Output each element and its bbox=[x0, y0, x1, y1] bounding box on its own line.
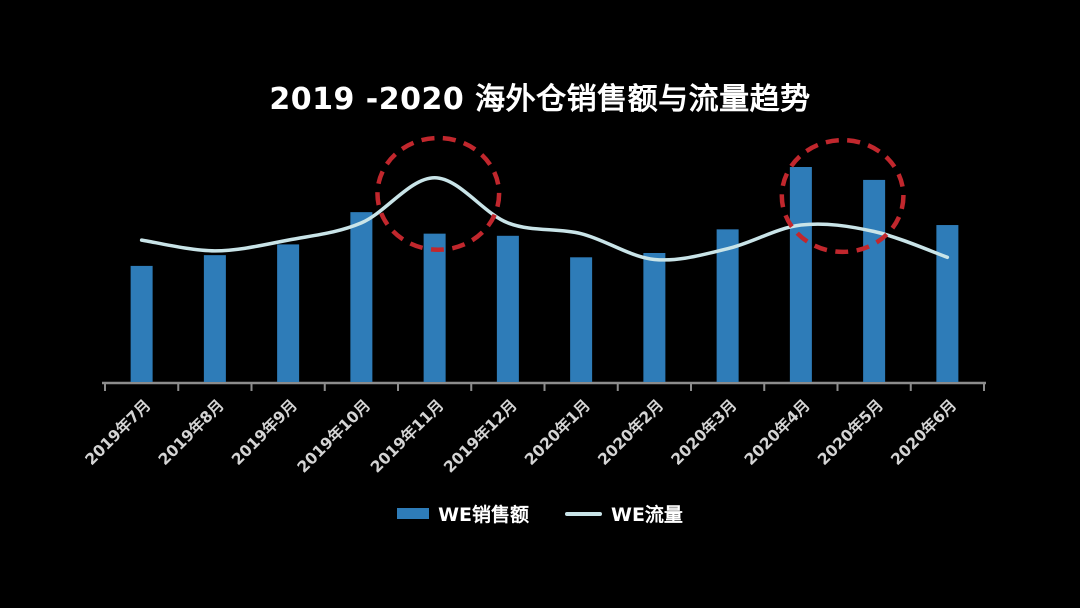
sales-bar bbox=[789, 167, 812, 382]
sales-bar bbox=[570, 257, 593, 382]
sales-bar bbox=[496, 235, 519, 382]
sales-bar bbox=[863, 179, 886, 382]
sales-bar bbox=[130, 265, 153, 382]
sales-bar bbox=[936, 225, 959, 382]
x-axis-label: 2020年6月 bbox=[887, 395, 960, 468]
legend-label-sales: WE销售额 bbox=[438, 504, 529, 526]
x-axis-label: 2020年1月 bbox=[520, 395, 593, 468]
x-axis-label: 2019年12月 bbox=[440, 395, 521, 476]
chart-title: 2019 -2020 海外仓销售额与流量趋势 bbox=[269, 82, 811, 117]
sales-bar bbox=[643, 253, 666, 382]
sales-bar bbox=[277, 244, 300, 382]
x-axis-label: 2020年4月 bbox=[740, 395, 813, 468]
x-axis-label: 2020年2月 bbox=[594, 395, 667, 468]
sales-bar bbox=[423, 233, 446, 382]
x-axis-label: 2019年7月 bbox=[81, 395, 154, 468]
traffic-line bbox=[139, 175, 950, 262]
x-axis-label: 2019年10月 bbox=[293, 395, 374, 476]
sales-bar bbox=[716, 229, 739, 382]
x-axis-label: 2020年3月 bbox=[667, 395, 740, 468]
x-axis-label: 2019年9月 bbox=[227, 395, 300, 468]
x-axis-label: 2019年8月 bbox=[154, 395, 227, 468]
chart-legend: WE销售额 WE流量 bbox=[0, 500, 1080, 527]
bar-series-swatch-icon bbox=[397, 508, 430, 519]
x-axis-label: 2020年5月 bbox=[813, 395, 886, 468]
sales-bar bbox=[203, 255, 226, 382]
line-series-swatch-icon bbox=[565, 511, 602, 516]
legend-item-sales: WE销售额 bbox=[397, 500, 529, 527]
sales-bar bbox=[350, 212, 373, 382]
x-axis-label: 2019年11月 bbox=[366, 395, 447, 476]
legend-label-traffic: WE流量 bbox=[611, 504, 683, 526]
highlight-circle bbox=[375, 135, 502, 253]
legend-item-traffic: WE流量 bbox=[565, 500, 683, 527]
highlight-circle bbox=[779, 137, 906, 255]
